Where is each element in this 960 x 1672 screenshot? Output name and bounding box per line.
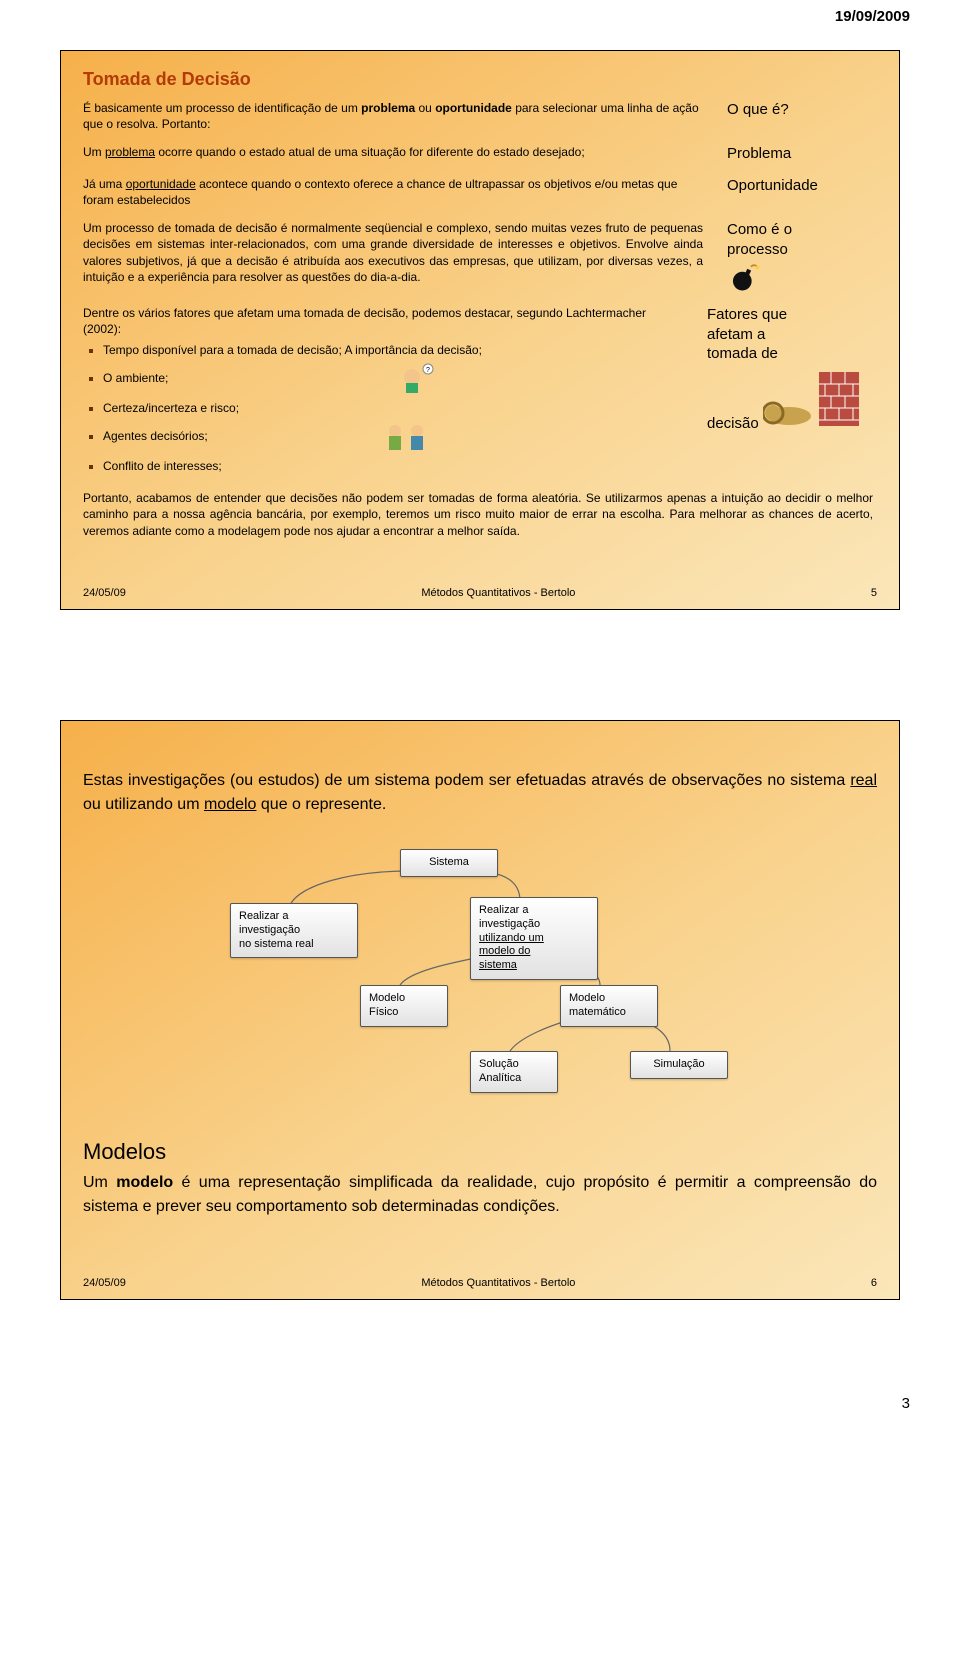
r5d: decisão [707, 415, 759, 432]
n3e: sistema [479, 959, 517, 971]
slide1-footer: 24/05/09 Métodos Quantitativos - Bertolo… [83, 587, 877, 599]
node-invest-modelo: Realizar a investigação utilizando um mo… [470, 897, 598, 980]
s1-p1b: problema [361, 101, 415, 115]
n3c: utilizando um [479, 932, 544, 944]
s2-i2: real [850, 772, 877, 789]
n5b: matemático [569, 1006, 626, 1018]
block-whatis: É basicamente um processo de identificaç… [83, 100, 877, 132]
node-invest-real: Realizar a investigação no sistema real [230, 903, 358, 958]
n3b: investigação [479, 918, 540, 930]
s2-foot-r: 6 [871, 1277, 877, 1289]
s1-p6: Portanto, acabamos de entender que decis… [83, 490, 873, 539]
s2-i1: Estas investigações (ou estudos) de um s… [83, 772, 850, 789]
wall-lion-icon [763, 368, 873, 428]
label-oportunidade: Oportunidade [727, 176, 877, 196]
n2b: investigação [239, 924, 300, 936]
s2-i5: que o represente. [256, 796, 386, 813]
node-modelo-mat: Modelo matemático [560, 985, 658, 1027]
factor-1: Tempo disponível para a tomada de decisã… [103, 342, 683, 358]
s2-foot-l: 24/05/09 [83, 1277, 126, 1289]
models-text: Um modelo é uma representação simplifica… [83, 1171, 877, 1219]
s2-intro: Estas investigações (ou estudos) de um s… [83, 769, 877, 817]
block-fatores: Dentre os vários fatores que afetam uma … [83, 305, 877, 478]
s1-p1c: ou [415, 101, 435, 115]
s2-i3: ou utilizando um [83, 796, 204, 813]
factor-2: O ambiente; ? [103, 361, 683, 397]
s1-p2b: problema [105, 145, 155, 159]
s1-p3b: oportunidade [126, 177, 196, 191]
bomb-icon [727, 259, 761, 293]
label-processo: Como é o processo [727, 220, 877, 293]
node-sistema: Sistema [400, 849, 498, 877]
factor-3: Certeza/incerteza e risco; [103, 400, 683, 416]
n2a: Realizar a [239, 910, 289, 922]
node-modelo-fisico: Modelo Físico [360, 985, 448, 1027]
r5c: tomada de [707, 345, 778, 362]
s1-foot-l: 24/05/09 [83, 587, 126, 599]
slide1-title: Tomada de Decisão [83, 69, 877, 90]
s1-p1d: oportunidade [435, 101, 512, 115]
slide-1: Tomada de Decisão É basicamente um proce… [60, 50, 900, 610]
node-simulacao: Simulação [630, 1051, 728, 1079]
label-oquee: O que é? [727, 100, 877, 120]
mt1: Um [83, 1174, 116, 1191]
factors-list: Tempo disponível para a tomada de decisã… [103, 342, 683, 475]
s1-p2a: Um [83, 145, 105, 159]
n3a: Realizar a [479, 904, 529, 916]
n6a: Solução [479, 1058, 519, 1070]
s2-foot-c: Métodos Quantitativos - Bertolo [421, 1277, 575, 1289]
r4a: Como é o [727, 221, 792, 238]
block-oportunidade: Já uma oportunidade acontece quando o co… [83, 176, 877, 208]
people-icon [381, 419, 431, 455]
r4b: processo [727, 241, 788, 258]
n6b: Analítica [479, 1072, 521, 1084]
slide-2: Estas investigações (ou estudos) de um s… [60, 720, 900, 1300]
factor-4: Agentes decisórios; [103, 419, 683, 455]
block-processo: Um processo de tomada de decisão é norma… [83, 220, 877, 293]
svg-text:?: ? [426, 367, 430, 374]
factor-2-text: O ambiente; [103, 371, 168, 385]
n2c: no sistema real [239, 938, 314, 950]
n4b: Físico [369, 1006, 398, 1018]
n3d: modelo do [479, 945, 530, 957]
n5a: Modelo [569, 992, 605, 1004]
s2-i4: modelo [204, 796, 256, 813]
person-think-icon: ? [392, 361, 442, 397]
node-solucao: Solução Analítica [470, 1051, 558, 1093]
s1-p4: Um processo de tomada de decisão é norma… [83, 220, 703, 285]
mt3: é uma representação simplificada da real… [83, 1174, 877, 1215]
n4a: Modelo [369, 992, 405, 1004]
diagram: Sistema Realizar a investigação no siste… [180, 845, 780, 1105]
s1-foot-c: Métodos Quantitativos - Bertolo [421, 587, 575, 599]
r5b: afetam a [707, 326, 765, 343]
label-fatores: Fatores que afetam a tomada de decisão [707, 305, 877, 433]
page-number: 3 [902, 1395, 910, 1412]
s1-p5: Dentre os vários fatores que afetam uma … [83, 305, 683, 337]
page: 19/09/2009 3 Tomada de Decisão É basicam… [0, 0, 960, 1430]
s1-p3a: Já uma [83, 177, 126, 191]
factor-5: Conflito de interesses; [103, 458, 683, 474]
block-problema: Um problema ocorre quando o estado atual… [83, 144, 877, 164]
slide2-footer: 24/05/09 Métodos Quantitativos - Bertolo… [83, 1277, 877, 1289]
header-date: 19/09/2009 [835, 8, 910, 25]
factor-4-text: Agentes decisórios; [103, 429, 208, 443]
mt2: modelo [116, 1174, 173, 1191]
s1-p2c: ocorre quando o estado atual de uma situ… [155, 145, 585, 159]
models-heading: Modelos [83, 1139, 877, 1165]
label-problema: Problema [727, 144, 877, 164]
s1-foot-r: 5 [871, 587, 877, 599]
s1-p1: É basicamente um processo de identificaç… [83, 101, 361, 115]
r5a: Fatores que [707, 306, 787, 323]
